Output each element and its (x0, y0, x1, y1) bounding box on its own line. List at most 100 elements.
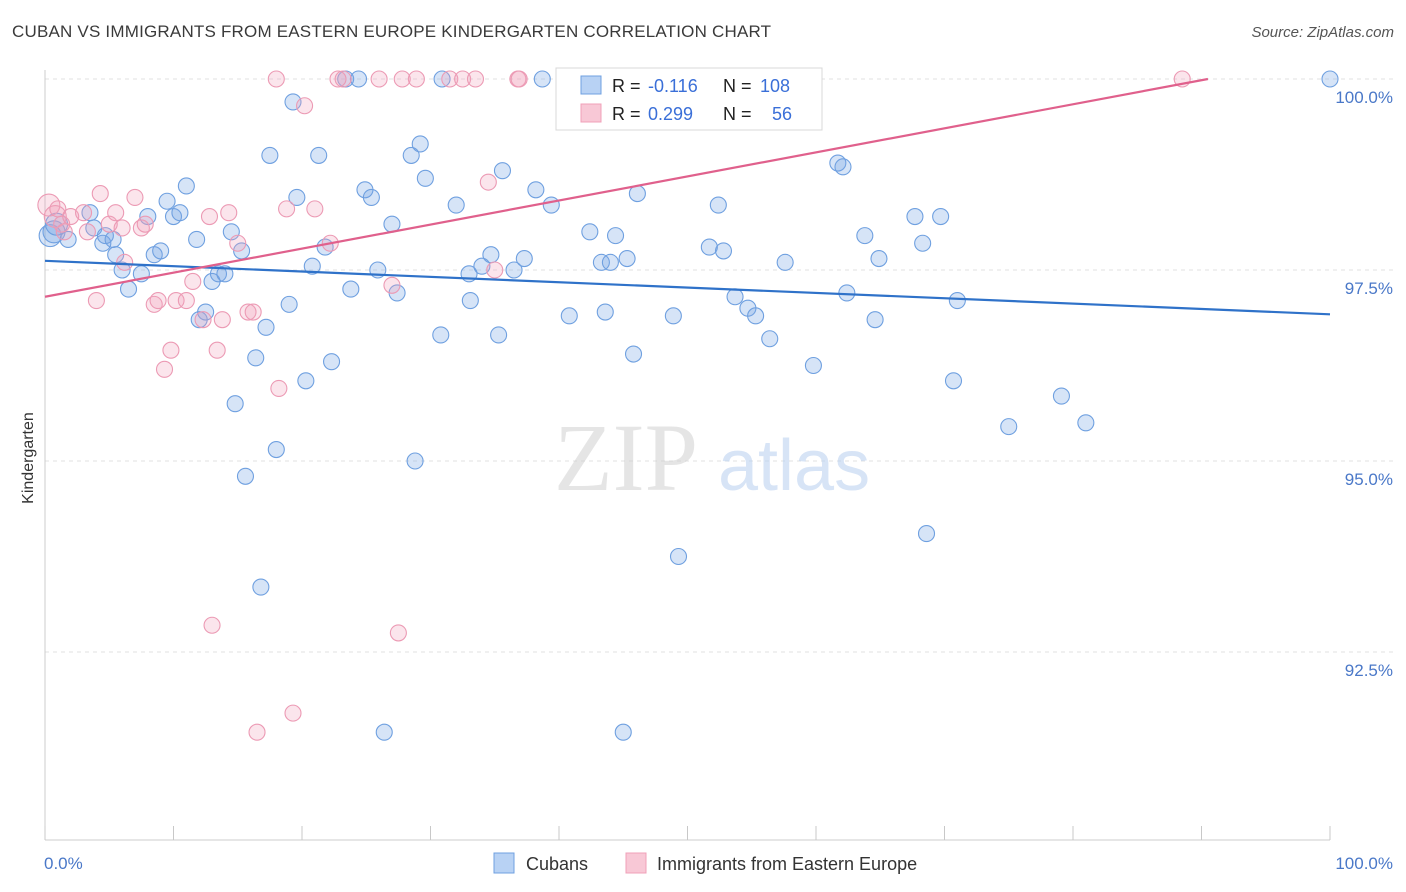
y-tick-label-1: 95.0% (1345, 470, 1393, 489)
cubans-point-53 (406, 452, 424, 470)
points-layer (37, 70, 1339, 741)
legend-n-value-1: 108 (760, 76, 790, 96)
eastern-europe-point-17 (149, 292, 167, 310)
eastern-europe-point-18 (155, 360, 174, 378)
eastern-europe-point-5 (75, 204, 93, 222)
cubans-point-42 (323, 353, 341, 371)
cubans-point-49 (375, 723, 393, 741)
y-tick-label-2: 97.5% (1345, 279, 1393, 298)
cubans-point-24 (209, 265, 228, 283)
cubans-point-35 (280, 295, 298, 313)
eastern-europe-point-11 (113, 219, 131, 237)
eastern-europe-point-42 (389, 624, 407, 642)
eastern-europe-point-20 (167, 292, 185, 310)
cubans-point-72 (592, 253, 610, 271)
cubans-point-3 (59, 230, 77, 248)
cubans-point-73 (596, 303, 614, 321)
cubans-point-77 (618, 249, 636, 268)
cubans-point-94 (856, 227, 874, 245)
cubans-point-84 (714, 242, 733, 260)
cubans-point-64 (493, 162, 512, 180)
legend-r-label-1: R = (612, 76, 641, 96)
cubans-point-105 (1077, 414, 1095, 432)
cubans-point-81 (669, 547, 688, 566)
trend-layer (44, 77, 1331, 316)
eastern-europe-point-44 (441, 70, 459, 88)
legend-n-value-2: 56 (772, 104, 792, 124)
eastern-europe-point-33 (270, 379, 288, 397)
eastern-europe-point-26 (208, 341, 226, 359)
eastern-europe-point-37 (306, 200, 324, 218)
y-axis-label: Kindergarten (20, 412, 37, 504)
cubans-point-44 (342, 280, 360, 298)
cubans-point-33 (261, 146, 279, 164)
cubans-point-70 (560, 307, 578, 325)
cubans-point-66 (515, 249, 533, 268)
watermark-zip: ZIP (554, 404, 698, 511)
legend-r-label-2: R = (612, 104, 641, 124)
eastern-europe-point-43 (407, 70, 425, 88)
cubans-point-99 (917, 525, 936, 543)
cubans-point-60 (461, 292, 479, 310)
eastern-europe-point-45 (454, 70, 472, 88)
chart-title: CUBAN VS IMMIGRANTS FROM EASTERN EUROPE … (12, 22, 772, 41)
legend-r-value-2: 0.299 (648, 104, 693, 124)
eastern-europe-point-31 (244, 303, 262, 321)
eastern-europe-point-30 (239, 303, 257, 321)
cubans-point-101 (944, 372, 963, 390)
cubans-point-37 (288, 188, 306, 206)
eastern-europe-point-40 (370, 70, 388, 88)
chart-source: Source: ZipAtlas.com (1251, 24, 1394, 41)
cubans-point-67 (527, 181, 545, 199)
cubans-trend-line (44, 259, 1331, 316)
cubans-point-71 (581, 223, 599, 241)
eastern-europe-point-39 (334, 70, 352, 88)
cubans-point-20 (188, 230, 206, 248)
eastern-europe-point-50 (510, 70, 528, 88)
cubans-point-69 (542, 196, 560, 214)
eastern-europe-point-21 (177, 292, 195, 310)
cubans-point-88 (761, 330, 779, 348)
eastern-europe-point-55 (55, 223, 73, 241)
cubans-point-106 (1321, 70, 1339, 88)
cubans-point-90 (804, 356, 822, 375)
cubans-point-38 (297, 372, 315, 390)
eastern-europe-point-29 (229, 234, 247, 252)
cubans-point-34 (267, 440, 285, 459)
eastern-europe-point-41 (383, 276, 401, 294)
cubans-point-40 (310, 146, 328, 164)
eastern-europe-point-22 (184, 272, 202, 291)
eastern-europe-point-36 (296, 97, 314, 115)
cubans-point-102 (948, 292, 966, 310)
eastern-europe-point-23 (194, 311, 212, 329)
cubans-point-100 (932, 207, 950, 226)
cubans-point-25 (216, 265, 234, 283)
y-tick-label-3: 100.0% (1335, 88, 1393, 107)
eastern-europe-point-8 (91, 185, 109, 203)
eastern-europe-point-34 (278, 200, 296, 218)
cubans-point-58 (447, 196, 465, 214)
cubans-point-97 (906, 207, 924, 226)
cubans-point-55 (416, 169, 434, 187)
x-tick-label-0: 0.0% (44, 854, 83, 873)
watermark-atlas: atlas (718, 426, 870, 506)
eastern-europe-point-25 (203, 616, 221, 634)
cubans-point-89 (776, 253, 794, 271)
legend-swatch-eastern-europe (580, 103, 602, 123)
cubans-point-98 (914, 234, 932, 252)
cubans-point-79 (628, 185, 646, 203)
cubans-point-11 (119, 280, 138, 298)
bottom-legend-swatch-eastern-europe (625, 852, 647, 874)
eastern-europe-point-7 (87, 292, 105, 310)
eastern-europe-point-19 (162, 341, 180, 359)
series-legend: Cubans Immigrants from Eastern Europe (493, 852, 917, 874)
eastern-europe-point-10 (107, 204, 125, 222)
bottom-legend-swatch-cubans (493, 852, 515, 874)
cubans-point-30 (247, 349, 265, 367)
cubans-point-83 (709, 196, 727, 214)
eastern-europe-point-15 (136, 215, 154, 233)
cubans-point-19 (177, 177, 195, 195)
legend-n-label-2: N = (723, 104, 752, 124)
watermark: ZIP atlas (554, 404, 870, 511)
